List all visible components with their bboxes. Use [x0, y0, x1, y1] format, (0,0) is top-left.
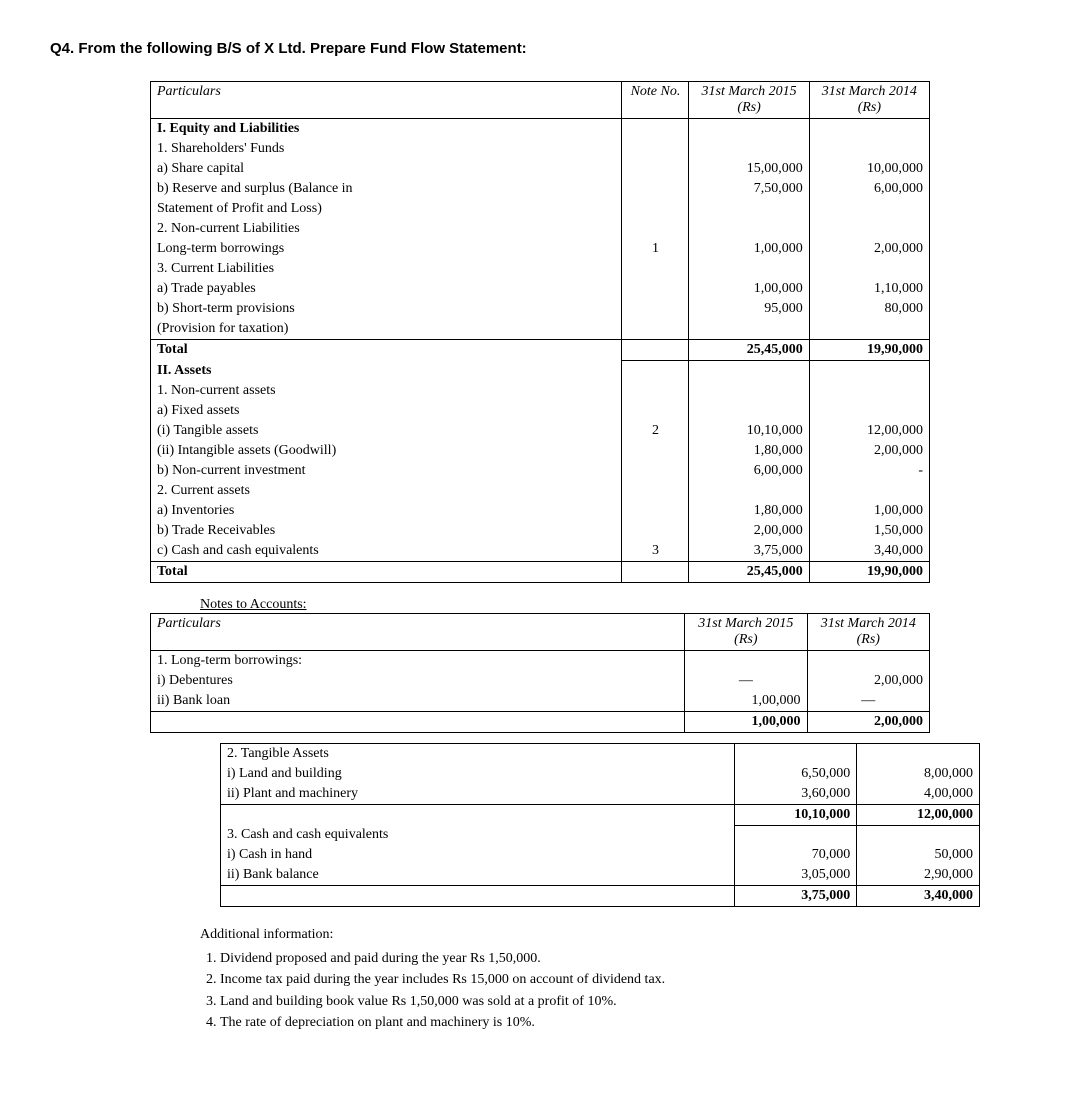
section-heading: II. Assets — [151, 361, 622, 381]
header-2015: 31st March 2015 (Rs) — [702, 84, 797, 115]
note3-total-2015: 3,75,000 — [734, 886, 857, 907]
table-row: b) Short-term provisions — [151, 299, 622, 319]
note3-label: 3. Cash and cash equivalents — [221, 825, 735, 845]
table-row: 3. Current Liabilities — [151, 259, 622, 279]
note2-total-2014: 12,00,000 — [857, 804, 980, 825]
table-row: (ii) Intangible assets (Goodwill) — [151, 441, 622, 461]
table-row: 1. Non-current assets — [151, 381, 622, 401]
table-row: c) Cash and cash equivalents — [151, 541, 622, 562]
table-row: i) Cash in hand — [221, 845, 735, 865]
notes-heading: Notes to Accounts: — [200, 597, 1030, 613]
additional-item: Dividend proposed and paid during the ye… — [220, 949, 1030, 969]
additional-info: Additional information: Dividend propose… — [200, 925, 1030, 1033]
table-row: Statement of Profit and Loss) — [151, 199, 622, 219]
note1-header-particulars: Particulars — [151, 613, 685, 650]
note1-total-2015: 1,00,000 — [685, 711, 807, 732]
header-particulars: Particulars — [157, 84, 221, 99]
table-row: i) Land and building — [221, 764, 735, 784]
additional-heading: Additional information: — [200, 927, 333, 942]
header-2014: 31st March 2014 (Rs) — [822, 84, 917, 115]
note1-label: 1. Long-term borrowings: — [151, 650, 685, 671]
note1-table: Particulars 31st March 2015 (Rs) 31st Ma… — [150, 613, 930, 733]
table-row: 1. Shareholders' Funds — [151, 139, 622, 159]
additional-item: Land and building book value Rs 1,50,000… — [220, 992, 1030, 1012]
table-row: b) Trade Receivables — [151, 521, 622, 541]
table-row: ii) Bank loan — [151, 691, 685, 712]
table-row: 2. Non-current Liabilities — [151, 219, 622, 239]
header-note: Note No. — [631, 84, 681, 99]
note2-total-2015: 10,10,000 — [734, 804, 857, 825]
note2-label: 2. Tangible Assets — [221, 743, 735, 764]
table-row: Long-term borrowings — [151, 239, 622, 259]
note2-table: 2. Tangible Assets i) Land and building6… — [220, 743, 980, 908]
table-row: a) Share capital — [151, 159, 622, 179]
additional-item: Income tax paid during the year includes… — [220, 970, 1030, 990]
total-row: Total — [151, 340, 622, 361]
table-row: (i) Tangible assets — [151, 421, 622, 441]
table-row: a) Inventories — [151, 501, 622, 521]
table-row: 2. Current assets — [151, 481, 622, 501]
note1-total-2014: 2,00,000 — [807, 711, 929, 732]
table-row: ii) Bank balance — [221, 865, 735, 886]
table-row: ii) Plant and machinery — [221, 784, 735, 805]
note1-header-2015: 31st March 2015 (Rs) — [685, 613, 807, 650]
section-heading: I. Equity and Liabilities — [151, 119, 622, 140]
table-row: (Provision for taxation) — [151, 319, 622, 340]
question-title: Q4. From the following B/S of X Ltd. Pre… — [50, 40, 1030, 57]
table-row: i) Debentures — [151, 671, 685, 691]
note3-total-2014: 3,40,000 — [857, 886, 980, 907]
balance-sheet-table: Particulars Note No. 31st March 2015 (Rs… — [150, 81, 930, 583]
additional-item: The rate of depreciation on plant and ma… — [220, 1013, 1030, 1033]
table-row: a) Trade payables — [151, 279, 622, 299]
note1-header-2014: 31st March 2014 (Rs) — [807, 613, 929, 650]
table-row: a) Fixed assets — [151, 401, 622, 421]
total-row: Total — [151, 561, 622, 582]
table-row: b) Non-current investment — [151, 461, 622, 481]
table-row: b) Reserve and surplus (Balance in — [151, 179, 622, 199]
